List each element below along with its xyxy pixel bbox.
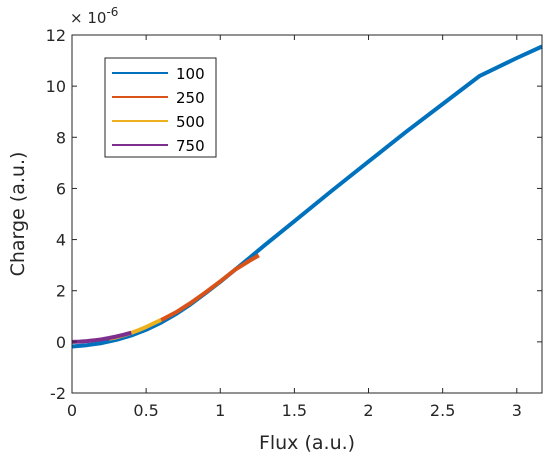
x-tick-label: 3 — [512, 401, 522, 420]
legend: 100 250 500 750 — [104, 57, 217, 158]
x-axis: 0 0.5 1 1.5 2 2.5 3 — [67, 35, 522, 420]
x-tick-label: 2.5 — [430, 401, 455, 420]
y-axis-title: Charge (a.u.) — [7, 152, 29, 277]
series-line-750 — [71, 330, 132, 344]
y-tick-label: 10 — [46, 77, 66, 96]
axes-box — [71, 34, 543, 394]
x-tick-label: 2 — [363, 401, 373, 420]
series-layer — [71, 44, 543, 349]
y-tick-label: 8 — [56, 128, 66, 147]
legend-label-250: 250 — [176, 89, 205, 107]
x-tick-label: 0 — [67, 401, 77, 420]
legend-entries: 100 250 500 750 — [112, 65, 205, 155]
legend-label-100: 100 — [176, 65, 205, 83]
legend-label-750: 750 — [176, 137, 205, 155]
y-tick-label: 4 — [56, 231, 66, 250]
y-axis: -2 0 2 4 6 8 10 12 — [46, 26, 542, 403]
x-tick-label: 0.5 — [133, 401, 158, 420]
y-exponent-base: × 10 — [70, 9, 106, 27]
x-axis-title: Flux (a.u.) — [259, 432, 355, 454]
y-tick-label: 2 — [56, 282, 66, 301]
y-tick-label: 6 — [56, 179, 66, 198]
series-line-250 — [160, 253, 260, 322]
y-tick-label: -2 — [50, 384, 66, 403]
legend-box — [104, 57, 217, 158]
y-tick-label: 0 — [56, 333, 66, 352]
x-tick-label: 1 — [215, 401, 225, 420]
x-tick-label: 1.5 — [282, 401, 307, 420]
legend-label-500: 500 — [176, 113, 205, 131]
y-exponent-label: × 10-6 — [70, 5, 118, 27]
y-exponent-power: -6 — [106, 5, 118, 19]
y-tick-label: 12 — [46, 26, 66, 45]
